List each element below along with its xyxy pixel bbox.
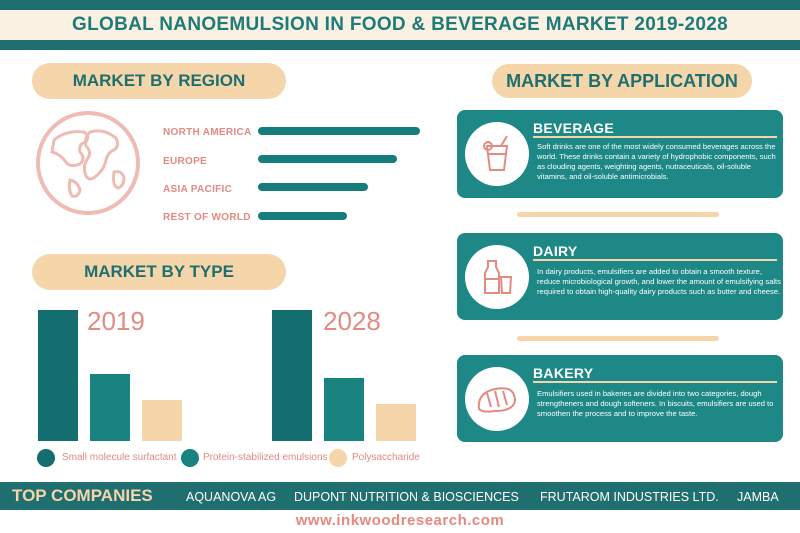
bread-icon (465, 367, 529, 431)
section-title-type: MARKET BY TYPE (32, 254, 286, 290)
drink-glass-icon (465, 122, 529, 186)
type-bar-2019-small-molecule (38, 310, 78, 441)
legend-swatch-polysaccharide (329, 449, 347, 467)
application-title-dairy: DAIRY (533, 243, 578, 259)
title-strip (0, 10, 800, 40)
region-label-north-america: NORTH AMERICA (163, 127, 252, 138)
application-card-bakery: BAKERY Emulsifiers used in bakeries are … (457, 355, 783, 442)
application-text-dairy: In dairy products, emulsifiers are added… (537, 267, 781, 296)
company-name: FRUTAROM INDUSTRIES LTD. (540, 490, 719, 504)
companies-bar: TOP COMPANIES AQUANOVA AG DUPONT NUTRITI… (0, 482, 800, 510)
application-title-beverage: BEVERAGE (533, 120, 614, 136)
company-name: JAMBA (737, 490, 779, 504)
type-bar-2028-polysaccharide (376, 404, 416, 441)
legend-swatch-protein-stabilized (181, 449, 199, 467)
title-underline (533, 381, 777, 383)
type-bar-2028-small-molecule (272, 310, 312, 441)
legend-swatch-small-molecule (37, 449, 55, 467)
region-bar-europe (258, 155, 397, 163)
type-bar-2028-protein-stabilized (324, 378, 364, 441)
application-title-bakery: BAKERY (533, 365, 594, 381)
legend-label-small-molecule: Small molecule surfactant (62, 452, 177, 463)
company-name: AQUANOVA AG (186, 490, 277, 504)
divider (517, 212, 719, 217)
type-bar-2019-protein-stabilized (90, 374, 130, 441)
type-bar-2019-polysaccharide (142, 400, 182, 441)
application-text-beverage: Soft drinks are one of the most widely c… (537, 142, 776, 181)
title-underline (533, 259, 777, 261)
region-label-rest-of-world: REST OF WORLD (163, 212, 251, 223)
website-link[interactable]: www.inkwoodresearch.com (295, 512, 505, 529)
region-bar-rest-of-world (258, 212, 347, 220)
region-bar-asia-pacific (258, 183, 368, 191)
legend-label-polysaccharide: Polysaccharide (352, 452, 420, 463)
milk-bottle-icon (465, 245, 529, 309)
section-title-region: MARKET BY REGION (32, 63, 286, 99)
year-label-2028: 2028 (323, 306, 381, 336)
title-underline (533, 136, 777, 138)
application-card-beverage: BEVERAGE Soft drinks are one of the most… (457, 110, 783, 198)
region-bar-north-america (258, 127, 420, 135)
application-text-bakery: Emulsifiers used in bakeries are divided… (537, 389, 774, 418)
year-label-2019: 2019 (87, 306, 145, 336)
company-name: DUPONT NUTRITION & BIOSCIENCES (294, 490, 519, 504)
companies-label: TOP COMPANIES (12, 486, 153, 505)
page-title: GLOBAL NANOEMULSION IN FOOD & BEVERAGE M… (72, 14, 728, 35)
region-label-europe: EUROPE (163, 156, 208, 167)
globe-icon (36, 111, 140, 215)
region-label-asia-pacific: ASIA PACIFIC (163, 184, 233, 195)
divider (517, 336, 719, 341)
application-card-dairy: DAIRY In dairy products, emulsifiers are… (457, 233, 783, 320)
header-bar: GLOBAL NANOEMULSION IN FOOD & BEVERAGE M… (0, 0, 800, 50)
legend-label-protein-stabilized: Protein-stabilized emulsions (203, 452, 328, 463)
section-title-application: MARKET BY APPLICATION (492, 64, 752, 98)
